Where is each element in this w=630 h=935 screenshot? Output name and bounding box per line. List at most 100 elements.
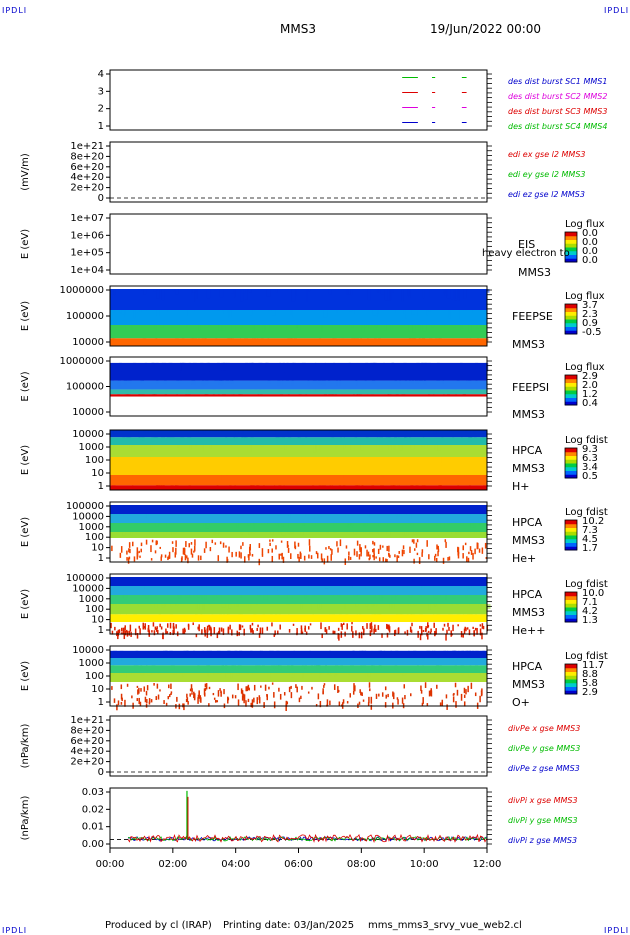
heatmap-speck-hpca_o bbox=[369, 682, 371, 687]
heatmap-speck-hpca_o bbox=[457, 690, 459, 696]
heatmap-texture-feepse bbox=[319, 338, 321, 340]
heatmap-texture-hpca_h bbox=[441, 437, 443, 439]
heatmap-speck-hpca_he2 bbox=[173, 626, 175, 629]
heatmap-speck-hpca_he1 bbox=[394, 554, 396, 557]
heatmap-speck-hpca_he2 bbox=[445, 634, 447, 641]
heatmap-texture-hpca_he1 bbox=[148, 505, 149, 510]
heatmap-texture-hpca_o bbox=[408, 651, 409, 654]
heatmap-speck-hpca_he1 bbox=[228, 547, 230, 553]
heatmap-texture-feepsi bbox=[306, 389, 309, 391]
heatmap-speck-hpca_he2 bbox=[198, 624, 200, 631]
heatmap-texture-feepsi bbox=[249, 363, 253, 364]
heatmap-texture-hpca_o bbox=[475, 665, 478, 670]
heatmap-texture-feepsi bbox=[457, 381, 460, 382]
heatmap-texture-feepse bbox=[351, 325, 354, 328]
heatmap-speck-hpca_o bbox=[404, 695, 406, 699]
heatmap-texture-hpca_he2 bbox=[123, 577, 125, 582]
heatmap-texture-feepse bbox=[143, 289, 146, 295]
heatmap-texture-hpca_he2 bbox=[172, 577, 175, 581]
heatmap-speck-hpca_o bbox=[467, 686, 469, 692]
heatmap-texture-hpca_h bbox=[260, 445, 264, 446]
heatmap-texture-hpca_he2 bbox=[315, 595, 317, 596]
heatmap-texture-hpca_o bbox=[208, 673, 210, 676]
heatmap-speck-hpca_he2 bbox=[375, 629, 377, 632]
y-axis-label-divpi: (nPa/km) bbox=[20, 796, 31, 841]
heatmap-texture-hpca_o bbox=[340, 658, 341, 661]
heatmap-speck-hpca_he2 bbox=[257, 625, 259, 628]
heatmap-speck-hpca_he1 bbox=[421, 552, 423, 557]
heatmap-texture-hpca_o bbox=[426, 651, 430, 652]
legend-divpe-1: divPe y gse MMS3 bbox=[508, 744, 580, 753]
heatmap-texture-hpca_o bbox=[396, 658, 398, 660]
heatmap-texture-hpca_he2 bbox=[127, 604, 131, 605]
heatmap-speck-hpca_he2 bbox=[124, 625, 126, 627]
heatmap-texture-hpca_o bbox=[390, 651, 391, 652]
heatmap-texture-hpca_he2 bbox=[256, 586, 259, 588]
heatmap-texture-hpca_he2 bbox=[111, 577, 115, 580]
heatmap-band-hpca_he2-3 bbox=[110, 586, 487, 595]
heatmap-texture-hpca_he1 bbox=[386, 505, 388, 507]
heatmap-texture-feepse bbox=[202, 325, 204, 329]
heatmap-speck-hpca_he1 bbox=[324, 558, 326, 564]
heatmap-speck-hpca_he2 bbox=[374, 625, 376, 629]
heatmap-speck-hpca_he1 bbox=[280, 554, 282, 556]
heatmap-speck-hpca_he1 bbox=[298, 543, 300, 547]
heatmap-speck-hpca_he2 bbox=[310, 623, 312, 625]
heatmap-texture-hpca_he2 bbox=[306, 586, 308, 589]
heatmap-texture-hpca_h bbox=[332, 485, 333, 486]
heatmap-texture-feepse bbox=[402, 310, 403, 312]
heatmap-texture-hpca_he2 bbox=[457, 577, 460, 582]
heatmap-texture-hpca_h bbox=[327, 457, 330, 459]
colorbar-swatch-feepsi bbox=[565, 390, 577, 394]
heatmap-texture-hpca_he1 bbox=[358, 505, 360, 507]
heatmap-texture-hpca_o bbox=[214, 673, 218, 675]
heatmap-texture-hpca_he1 bbox=[188, 514, 190, 515]
heatmap-speck-hpca_he2 bbox=[301, 630, 303, 634]
heatmap-texture-feepsi bbox=[372, 381, 375, 383]
heatmap-texture-feepsi bbox=[130, 389, 132, 390]
heatmap-speck-hpca_he1 bbox=[369, 554, 371, 559]
heatmap-texture-hpca_o bbox=[271, 665, 273, 667]
heatmap-texture-feepse bbox=[137, 310, 138, 313]
heatmap-speck-hpca_he2 bbox=[475, 628, 477, 631]
heatmap-texture-hpca_h bbox=[423, 437, 424, 441]
heatmap-speck-hpca_he2 bbox=[156, 626, 158, 629]
heatmap-texture-hpca_h bbox=[294, 475, 297, 479]
heatmap-texture-hpca_o bbox=[351, 658, 354, 659]
heatmap-texture-hpca_he2 bbox=[329, 614, 330, 616]
heatmap-texture-hpca_he2 bbox=[250, 577, 253, 581]
colorbar-swatch-hpca_he1 bbox=[565, 524, 577, 528]
heatmap-texture-hpca_h bbox=[427, 457, 430, 458]
heatmap-speck-hpca_o bbox=[159, 689, 161, 691]
heatmap-speck-hpca_he2 bbox=[256, 628, 258, 631]
heatmap-texture-hpca_he1 bbox=[160, 505, 162, 508]
heatmap-texture-hpca_h bbox=[305, 437, 307, 439]
heatmap-texture-feepsi bbox=[169, 363, 173, 372]
heatmap-speck-hpca_he1 bbox=[175, 540, 177, 546]
heatmap-texture-hpca_o bbox=[136, 651, 139, 652]
heatmap-texture-hpca_o bbox=[171, 665, 175, 669]
heatmap-texture-feepsi bbox=[288, 394, 290, 395]
heatmap-texture-feepsi bbox=[424, 381, 426, 385]
colorbar-swatch-hpca_h bbox=[565, 467, 577, 471]
heatmap-texture-feepsi bbox=[221, 363, 225, 371]
heatmap-texture-feepse bbox=[220, 289, 224, 297]
heatmap-speck-hpca_he2 bbox=[289, 629, 291, 633]
y-tick-label-divpi: 0.02 bbox=[82, 804, 104, 815]
heatmap-texture-feepsi bbox=[396, 394, 399, 395]
heatmap-texture-hpca_he2 bbox=[357, 614, 358, 617]
heatmap-texture-hpca_h bbox=[250, 445, 251, 452]
heatmap-speck-hpca_he2 bbox=[218, 631, 220, 634]
heatmap-texture-hpca_he1 bbox=[297, 514, 299, 518]
heatmap-texture-hpca_h bbox=[218, 475, 221, 480]
heatmap-speck-hpca_he2 bbox=[338, 628, 340, 631]
heatmap-texture-feepse bbox=[192, 338, 194, 342]
heatmap-texture-hpca_he2 bbox=[224, 586, 227, 587]
heatmap-speck-hpca_o bbox=[323, 685, 325, 688]
heatmap-texture-hpca_o bbox=[472, 651, 474, 653]
heatmap-texture-hpca_h bbox=[421, 445, 425, 446]
overlay-text-eis: heavy electron to bbox=[482, 248, 570, 259]
heatmap-speck-hpca_o bbox=[397, 699, 399, 704]
heatmap-speck-hpca_o bbox=[259, 697, 261, 703]
heatmap-texture-hpca_he2 bbox=[279, 614, 281, 615]
